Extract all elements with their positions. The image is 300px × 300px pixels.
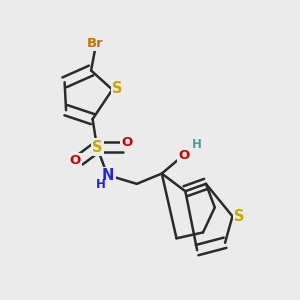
Text: H: H [96,178,106,191]
Text: S: S [92,140,103,154]
Text: N: N [102,168,114,183]
Text: Br: Br [87,37,104,50]
Text: S: S [234,209,244,224]
Text: O: O [69,154,80,167]
Text: O: O [122,136,133,149]
Text: S: S [112,81,123,96]
Text: H: H [192,138,202,151]
Text: O: O [178,148,190,161]
